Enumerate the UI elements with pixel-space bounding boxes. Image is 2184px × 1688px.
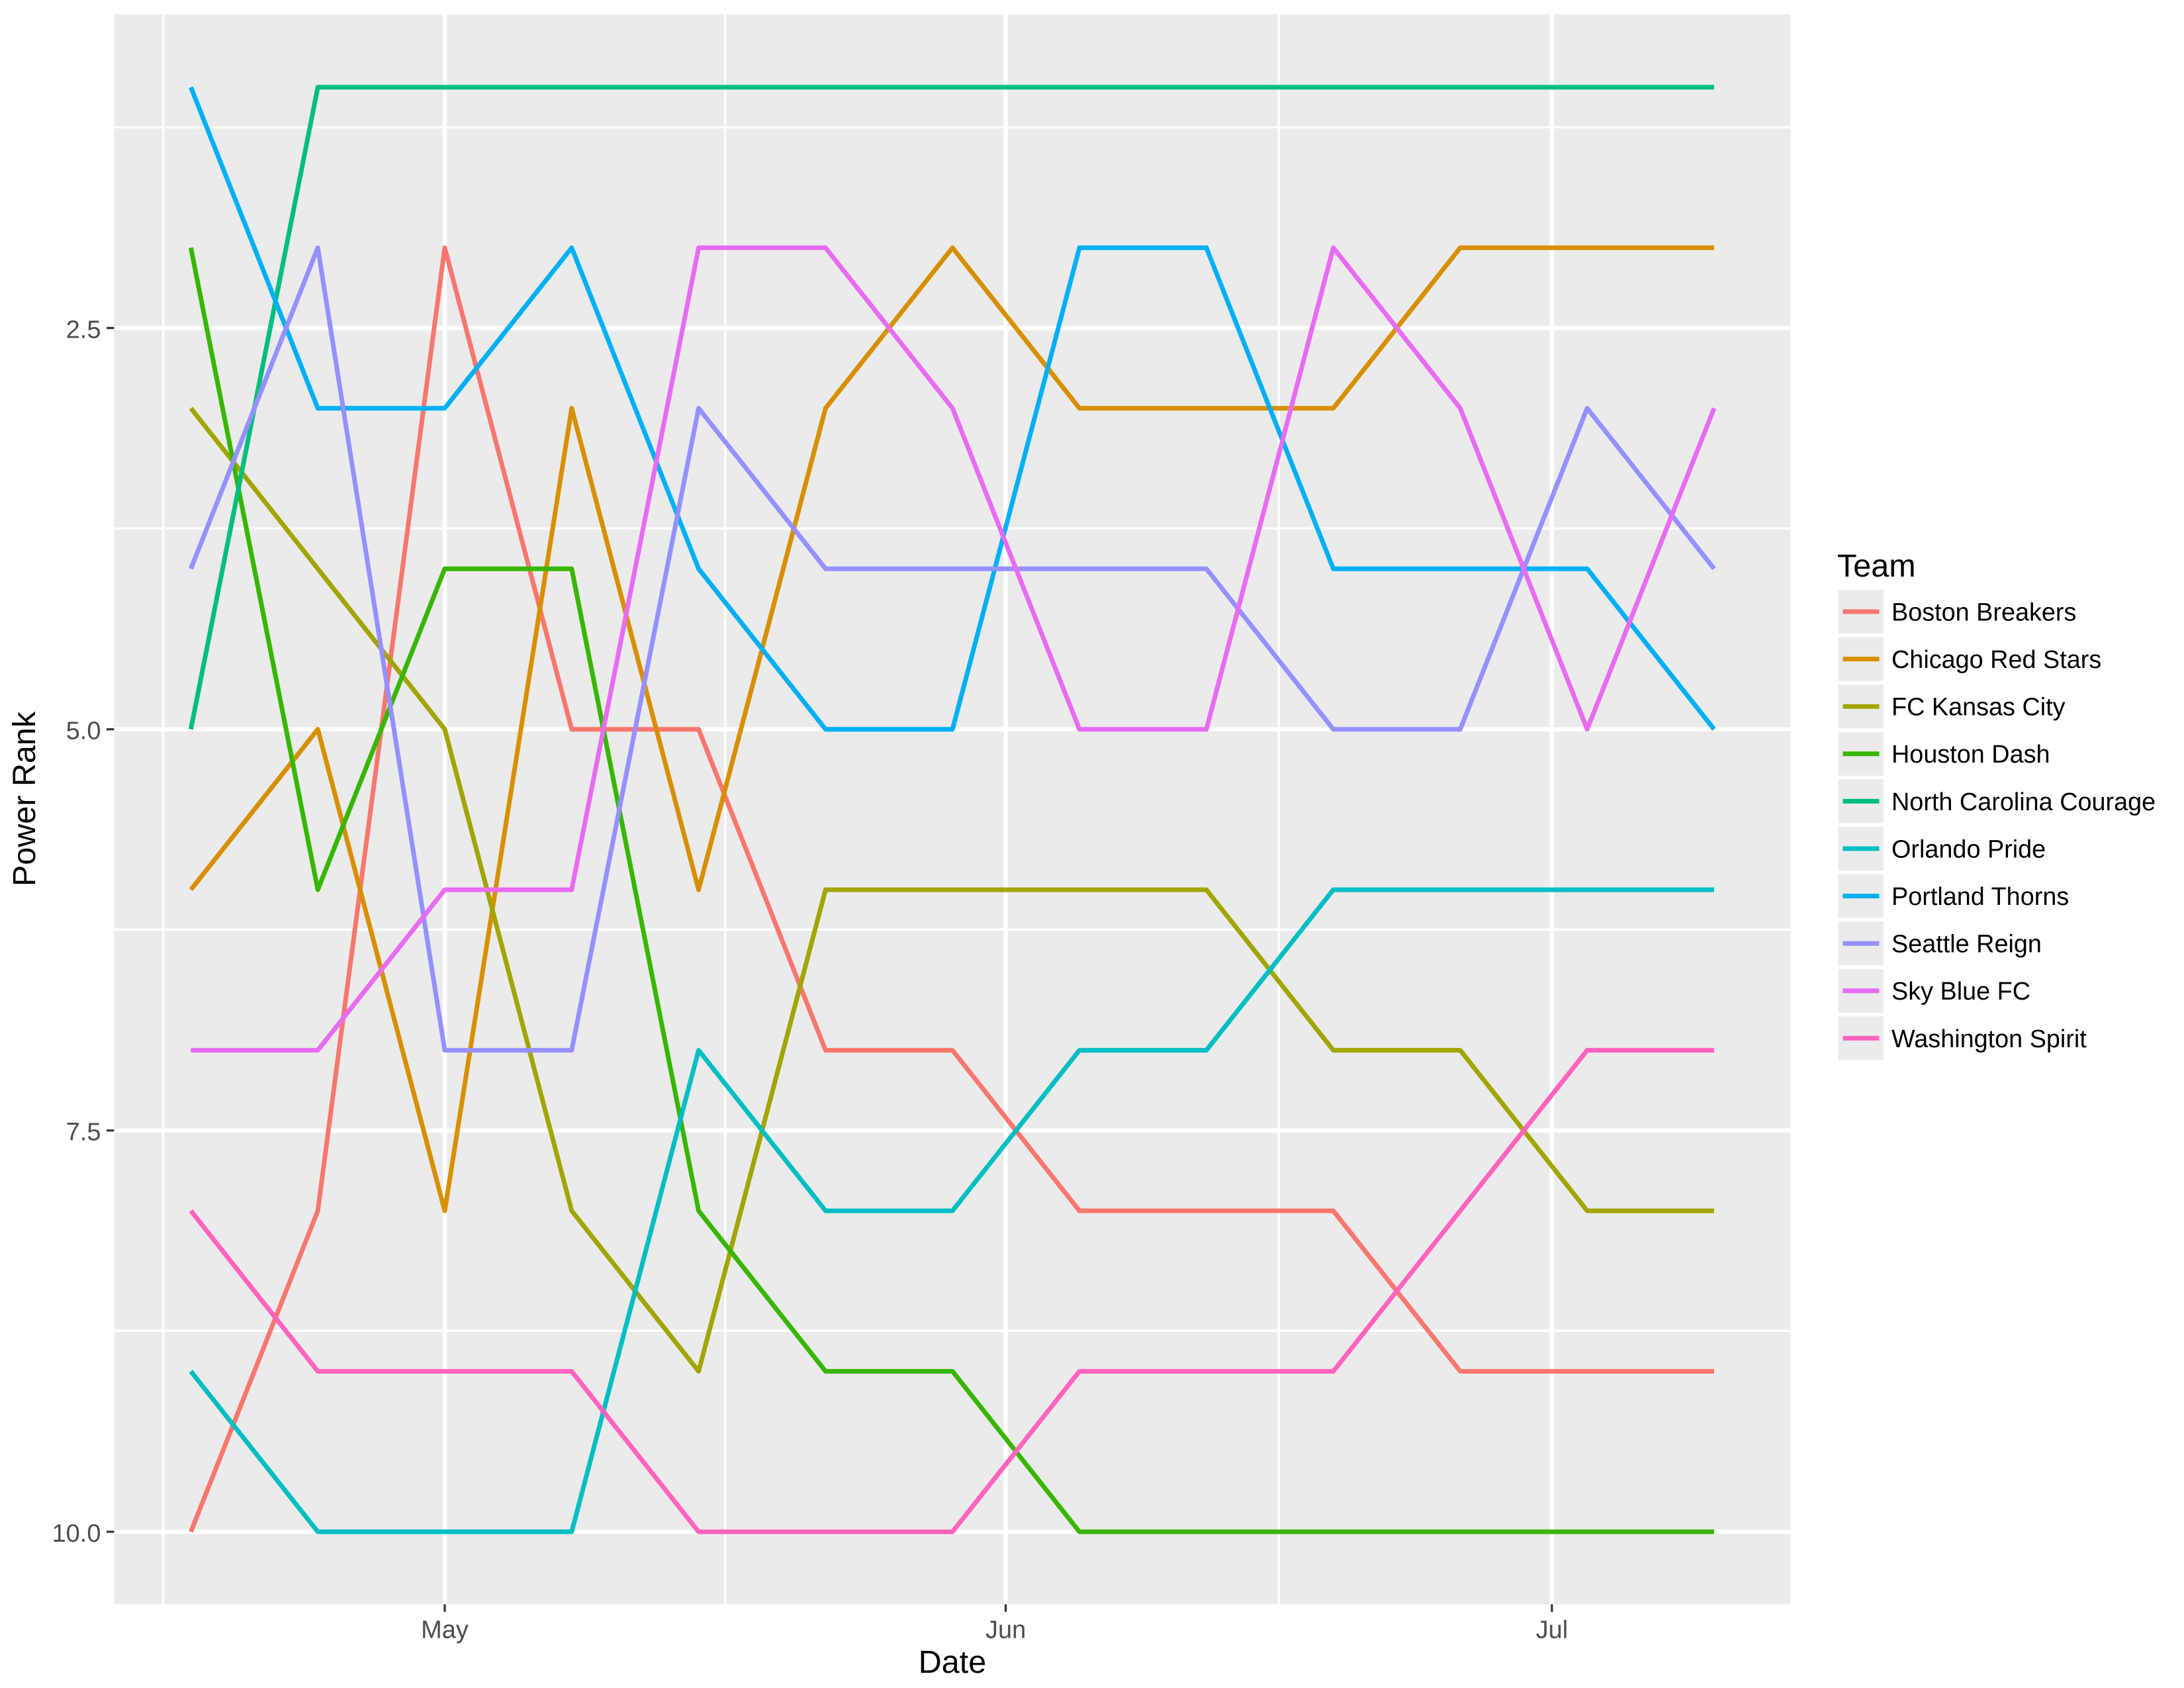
svg-text:Date: Date xyxy=(919,1644,986,1680)
svg-text:7.5: 7.5 xyxy=(66,1119,101,1147)
svg-text:Chicago Red Stars: Chicago Red Stars xyxy=(1891,646,2101,674)
svg-text:Seattle Reign: Seattle Reign xyxy=(1891,931,2042,959)
svg-text:May: May xyxy=(421,1617,469,1644)
svg-text:2.5: 2.5 xyxy=(66,316,101,344)
svg-text:Jun: Jun xyxy=(985,1617,1026,1644)
svg-text:Team: Team xyxy=(1837,548,1916,584)
svg-text:Portland Thorns: Portland Thorns xyxy=(1891,883,2069,911)
svg-text:Washington Spirit: Washington Spirit xyxy=(1891,1025,2087,1053)
svg-text:Boston Breakers: Boston Breakers xyxy=(1891,598,2076,626)
svg-text:Houston Dash: Houston Dash xyxy=(1891,741,2050,769)
svg-text:10.0: 10.0 xyxy=(52,1520,101,1548)
svg-text:Orlando Pride: Orlando Pride xyxy=(1891,835,2046,863)
svg-text:North Carolina Courage: North Carolina Courage xyxy=(1891,788,2156,816)
svg-text:Power Rank: Power Rank xyxy=(7,711,42,886)
svg-text:Jul: Jul xyxy=(1536,1617,1569,1644)
svg-text:FC Kansas City: FC Kansas City xyxy=(1891,694,2066,722)
svg-text:5.0: 5.0 xyxy=(66,718,101,745)
svg-text:Sky Blue FC: Sky Blue FC xyxy=(1891,978,2030,1006)
